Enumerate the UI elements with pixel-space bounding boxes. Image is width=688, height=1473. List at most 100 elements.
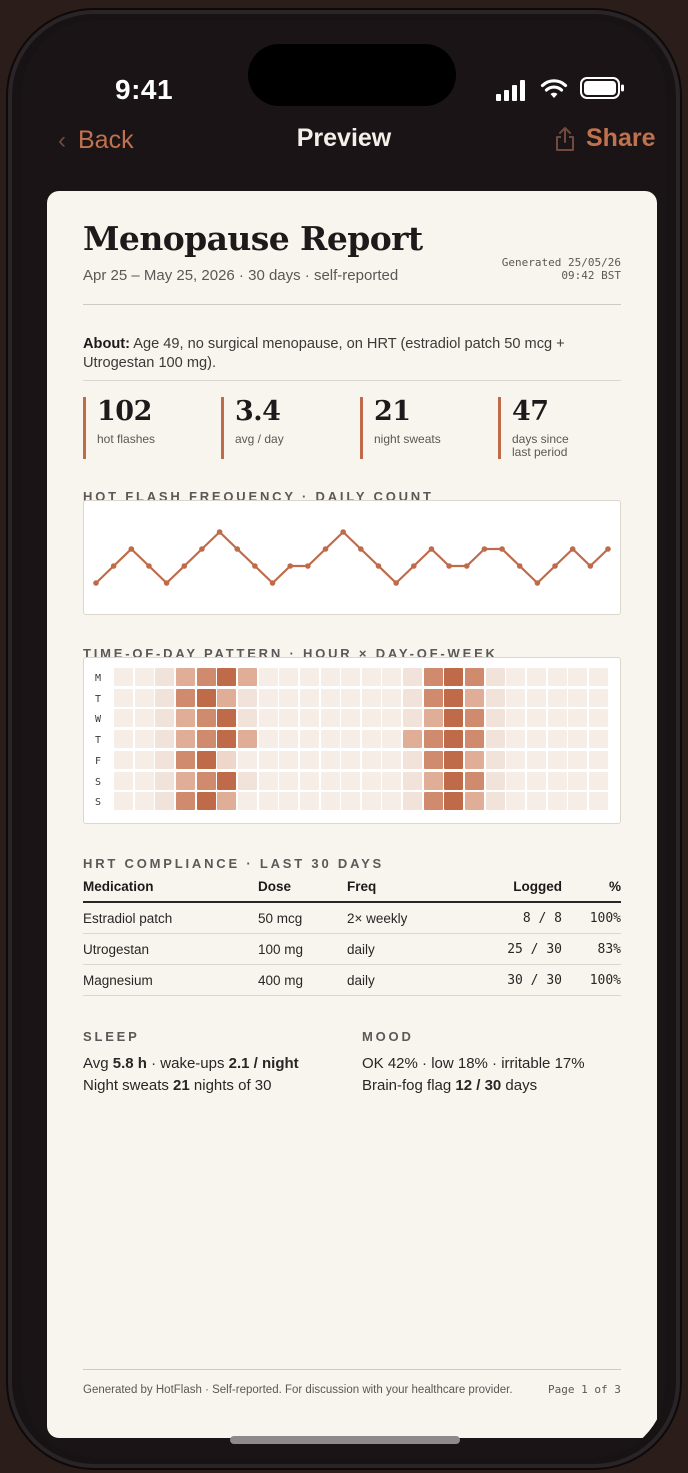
heatmap-cell: [196, 730, 216, 749]
data-point: [499, 546, 505, 552]
heatmap-cell: [403, 792, 423, 811]
divider: [83, 380, 621, 381]
heatmap-cell: [423, 750, 443, 769]
heatmap-cell: [196, 688, 216, 707]
report-title: Menopause Report: [83, 219, 423, 258]
stat-label: days since last period: [512, 432, 569, 459]
heatmap-cell: [134, 709, 154, 728]
heatmap-day-label: W: [95, 714, 102, 726]
battery-icon: [580, 77, 624, 99]
heatmap-day-label: T: [95, 693, 102, 705]
share-button[interactable]: Share: [554, 124, 655, 153]
heatmap-cell: [114, 688, 133, 707]
heatmap-cell: [547, 730, 567, 749]
heatmap-day-label: F: [95, 755, 102, 767]
heatmap-cell: [299, 750, 319, 769]
data-point: [146, 563, 152, 569]
heatmap-cell: [361, 792, 381, 811]
heatmap-cell: [320, 688, 340, 707]
heatmap-cell: [155, 668, 175, 686]
hot-flash-line-chart: [83, 500, 621, 615]
heatmap-cell: [506, 771, 526, 790]
heatmap-cell: [444, 771, 464, 790]
data-point: [605, 546, 611, 552]
cell-dose: 100 mg: [258, 933, 347, 965]
heatmap-cell: [299, 709, 319, 728]
data-point: [375, 563, 382, 569]
heatmap-cell: [588, 730, 608, 749]
heatmap-cell: [134, 771, 154, 790]
heatmap-cell: [175, 750, 195, 769]
heatmap-cell: [361, 730, 381, 749]
data-point: [516, 563, 523, 569]
data-point: [587, 563, 594, 569]
mood-heading: MOOD: [362, 1029, 414, 1044]
heatmap-cell: [155, 792, 175, 811]
heatmap-cell: [299, 668, 319, 686]
heatmap-cell: [341, 688, 361, 707]
heatmap-cell: [175, 730, 195, 749]
heatmap-cell: [320, 668, 340, 686]
cell-percent: 100%: [562, 902, 621, 934]
heatmap-cell: [547, 750, 567, 769]
heatmap-cell: [196, 750, 216, 769]
heatmap-cell: [485, 771, 505, 790]
heatmap-cell: [568, 771, 588, 790]
heatmap-cell: [341, 771, 361, 790]
heatmap-cell: [444, 688, 464, 707]
heatmap-cell: [506, 709, 526, 728]
data-point: [322, 546, 329, 552]
heatmap-cell: [588, 771, 608, 790]
heatmap-cell: [465, 668, 485, 686]
mood-summary: MOOD OK 42% · low 18% · irritable 17% Br…: [362, 1029, 585, 1097]
cell-dose: 50 mcg: [258, 902, 347, 934]
heatmap-cell: [155, 709, 175, 728]
heatmap-cell: [114, 750, 133, 769]
heatmap-cell: [403, 771, 423, 790]
data-point: [305, 563, 311, 569]
heatmap-cell: [568, 668, 588, 686]
heatmap-cell: [196, 709, 216, 728]
heatmap-cell: [196, 668, 216, 686]
cell-medication: Estradiol patch: [83, 902, 258, 934]
series-line: [95, 530, 609, 585]
heatmap-cell: [279, 668, 299, 686]
heatmap-cell: [155, 688, 175, 707]
heatmap-cell: [382, 668, 402, 686]
heatmap-cell: [320, 771, 340, 790]
sleep-line-1: Avg 5.8 h · wake-ups 2.1 / night: [83, 1055, 299, 1072]
data-point: [93, 580, 99, 586]
heatmap-cell: [217, 771, 237, 790]
heatmap-cell: [444, 750, 464, 769]
heatmap-cell: [114, 668, 133, 686]
heatmap-cell: [196, 792, 216, 811]
heatmap-cell: [485, 709, 505, 728]
col-dose: Dose: [258, 871, 347, 903]
heatmap-cell: [527, 709, 546, 728]
heatmap-cell: [527, 792, 546, 811]
heatmap-cell: [134, 688, 154, 707]
heatmap-cell: [258, 750, 278, 769]
heatmap-cell: [361, 750, 381, 769]
heatmap-cell: [341, 709, 361, 728]
heatmap-cell: [444, 709, 464, 728]
heatmap-cell: [423, 668, 443, 686]
heatmap-cell: [279, 750, 299, 769]
col-logged: Logged: [457, 871, 562, 903]
stats-row: 102 hot flashes 3.4 avg / day 21 night s…: [83, 397, 621, 459]
home-indicator[interactable]: [230, 1436, 460, 1444]
cellular-signal-icon: [496, 77, 528, 101]
heatmap-cell: [217, 792, 237, 811]
heatmap-cell: [175, 771, 195, 790]
data-point: [234, 546, 241, 552]
heatmap-cell: [465, 688, 485, 707]
heatmap-cell: [299, 730, 319, 749]
heatmap-cell: [465, 730, 485, 749]
mood-line-2: Brain-fog flag 12 / 30 days: [362, 1077, 538, 1094]
back-button[interactable]: ‹ Back: [58, 126, 134, 155]
heatmap-cell: [506, 730, 526, 749]
heatmap-cell: [527, 668, 546, 686]
page-indicator: Page 1 of 3: [548, 1383, 621, 1396]
heatmap-cell: [279, 709, 299, 728]
col-freq: Freq: [347, 871, 457, 903]
